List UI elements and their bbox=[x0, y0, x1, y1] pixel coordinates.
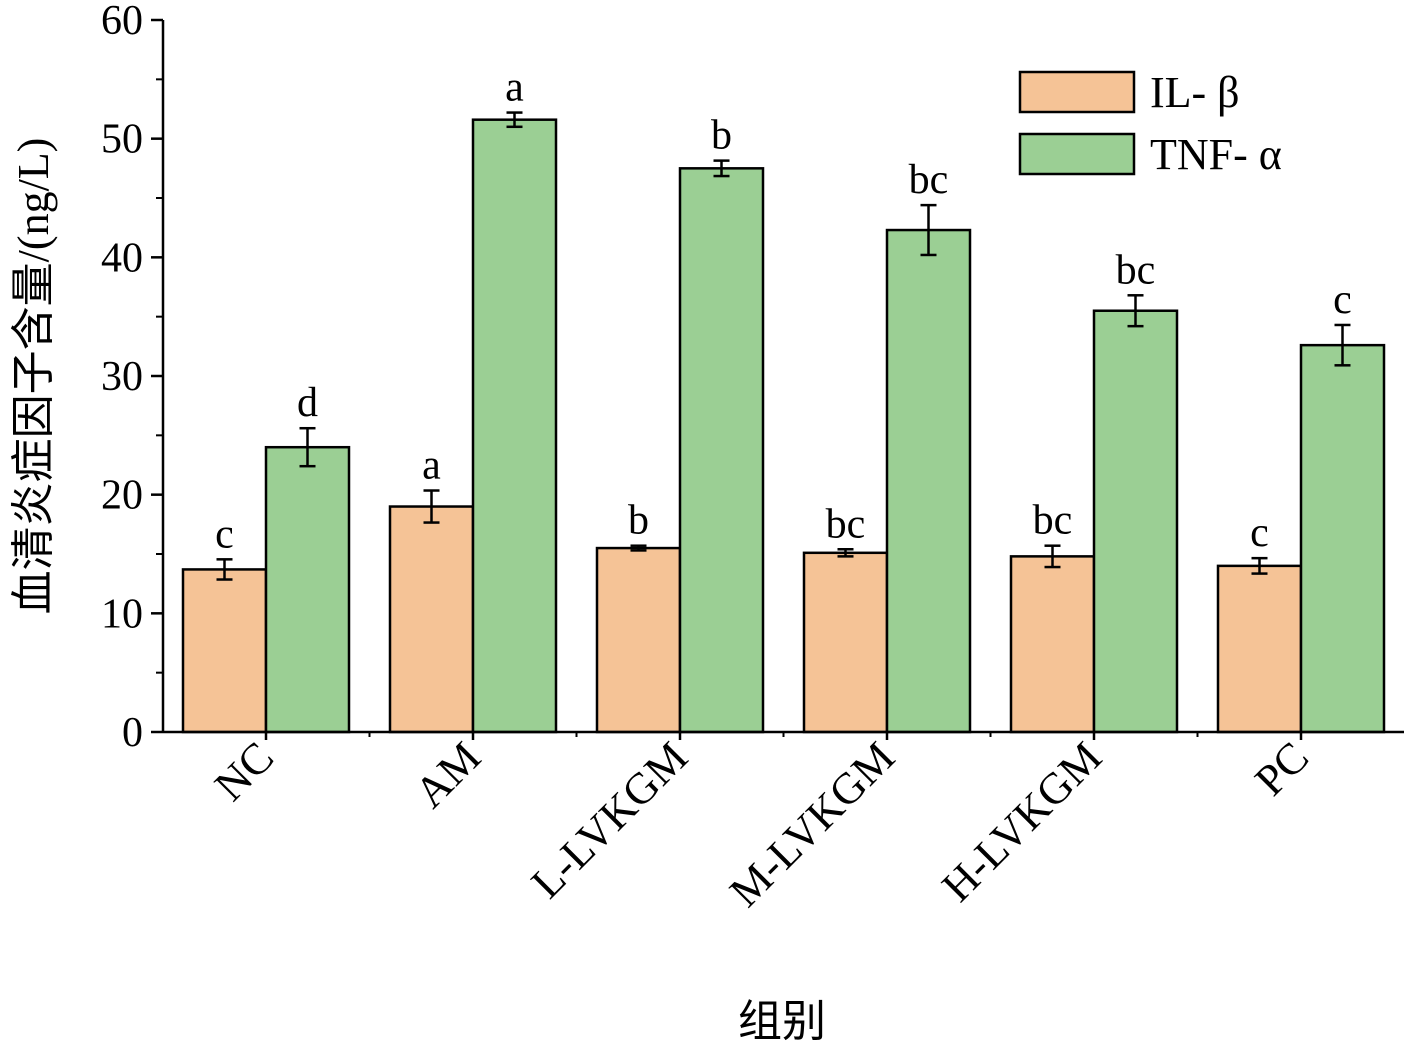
bar-il bbox=[1009, 555, 1096, 734]
bar-tnf bbox=[885, 228, 972, 734]
y-axis-label: 血清炎症因子含量/(ng/L) bbox=[9, 138, 58, 615]
bar-il bbox=[595, 546, 682, 734]
legend-swatch bbox=[1018, 70, 1136, 114]
legend-swatch bbox=[1018, 132, 1136, 176]
significance-label: a bbox=[422, 443, 441, 489]
y-tick-label: 30 bbox=[101, 354, 143, 400]
x-tick-label: H-LVKGM bbox=[932, 732, 1111, 911]
significance-label: bc bbox=[826, 501, 866, 547]
bar-tnf bbox=[471, 118, 558, 734]
x-tick-label: NC bbox=[205, 732, 283, 810]
y-tick-label: 50 bbox=[101, 117, 143, 163]
x-tick-label: PC bbox=[1245, 732, 1318, 805]
plot-area: c d NC a a AM b b L-LVKGM bc bc M-LVKGM bc bc H-LVKGM c… bbox=[101, 0, 1404, 916]
bar-tnf bbox=[1299, 343, 1386, 734]
x-tick-label: L-LVKGM bbox=[522, 732, 697, 907]
bar-il bbox=[388, 505, 475, 734]
bar-tnf bbox=[1092, 309, 1179, 734]
significance-label: c bbox=[215, 511, 234, 557]
significance-label: b bbox=[628, 498, 649, 544]
y-tick-label: 40 bbox=[101, 235, 143, 281]
significance-label: d bbox=[297, 380, 318, 426]
bar-il bbox=[1216, 564, 1303, 734]
bar-il bbox=[802, 551, 889, 734]
significance-label: bc bbox=[1033, 498, 1073, 544]
significance-label: bc bbox=[909, 157, 949, 203]
significance-label: c bbox=[1250, 510, 1269, 556]
bar-tnf bbox=[678, 167, 765, 734]
y-tick-label: 60 bbox=[101, 0, 143, 44]
legend-label: TNF- α bbox=[1150, 130, 1282, 179]
x-tick-label: AM bbox=[405, 732, 490, 817]
bar-tnf bbox=[264, 445, 351, 734]
x-axis-label: 组别 bbox=[738, 997, 826, 1046]
significance-label: bc bbox=[1116, 247, 1156, 293]
significance-label: a bbox=[505, 65, 524, 111]
significance-label: b bbox=[711, 113, 732, 159]
bar-il bbox=[181, 568, 268, 734]
y-tick-label: 10 bbox=[101, 591, 143, 637]
y-tick-label: 20 bbox=[101, 473, 143, 519]
significance-label: c bbox=[1333, 277, 1352, 323]
legend-label: IL- β bbox=[1150, 68, 1240, 117]
y-tick-label: 0 bbox=[122, 710, 143, 756]
x-tick-label: M-LVKGM bbox=[720, 732, 904, 916]
